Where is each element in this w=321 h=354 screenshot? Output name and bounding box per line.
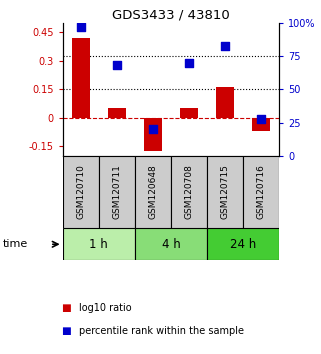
Text: GSM120710: GSM120710 <box>76 165 85 219</box>
Bar <box>171 156 207 228</box>
Text: ■: ■ <box>61 326 71 336</box>
Bar <box>207 228 279 260</box>
Point <box>114 63 119 68</box>
Bar <box>216 87 234 118</box>
Text: GSM120716: GSM120716 <box>257 165 266 219</box>
Point <box>150 126 155 132</box>
Text: GSM120711: GSM120711 <box>112 165 121 219</box>
Bar <box>135 156 171 228</box>
Text: log10 ratio: log10 ratio <box>79 303 131 313</box>
Bar <box>63 156 99 228</box>
Bar <box>135 228 207 260</box>
Point <box>78 24 83 30</box>
Point <box>222 43 228 48</box>
Text: 4 h: 4 h <box>161 238 180 251</box>
Bar <box>243 156 279 228</box>
Bar <box>99 156 135 228</box>
Point <box>259 116 264 121</box>
Bar <box>63 228 135 260</box>
Text: ■: ■ <box>61 303 71 313</box>
Text: time: time <box>3 239 29 249</box>
Text: GSM120648: GSM120648 <box>148 165 157 219</box>
Bar <box>144 118 162 151</box>
Bar <box>207 156 243 228</box>
Text: GSM120708: GSM120708 <box>185 165 194 219</box>
Bar <box>108 108 126 118</box>
Bar <box>252 118 270 131</box>
Bar <box>72 38 90 118</box>
Text: GSM120715: GSM120715 <box>221 165 230 219</box>
Point <box>187 60 192 66</box>
Title: GDS3433 / 43810: GDS3433 / 43810 <box>112 9 230 22</box>
Bar <box>180 108 198 118</box>
Text: 1 h: 1 h <box>89 238 108 251</box>
Text: 24 h: 24 h <box>230 238 256 251</box>
Text: percentile rank within the sample: percentile rank within the sample <box>79 326 244 336</box>
